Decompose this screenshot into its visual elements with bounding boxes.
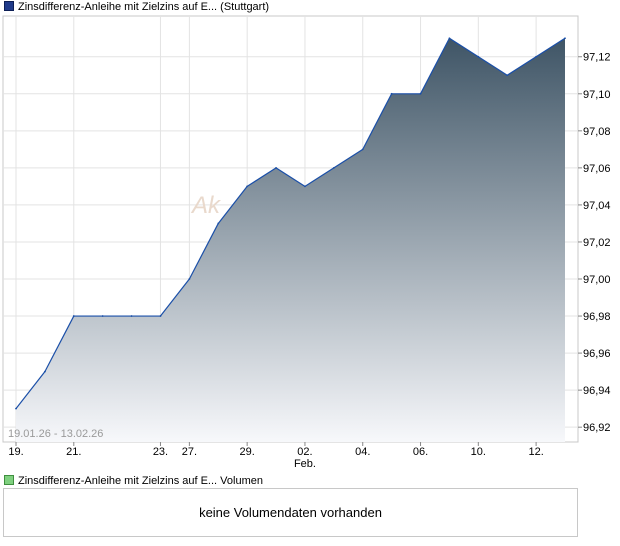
x-tick-label: 06. <box>413 446 428 458</box>
x-tick-label: 04. <box>355 446 370 458</box>
price-line-segment <box>217 186 248 224</box>
price-point <box>304 185 306 188</box>
price-chart: Ak 19.01.26 - 13.02.26 96,9296,9496,9696… <box>2 15 611 470</box>
price-point <box>159 315 162 317</box>
price-line-segment <box>44 315 75 372</box>
y-tick-label: 97,06 <box>583 163 611 175</box>
date-range-label: 19.01.26 - 13.02.26 <box>8 428 103 440</box>
y-tick-label: 97,02 <box>583 237 611 249</box>
price-point <box>15 407 17 410</box>
x-axis-ticks: 19. 21. 23. 27. 29. 02.Feb. 04. 06. 10. 12. <box>8 442 544 470</box>
price-line-segment <box>449 37 479 58</box>
x-tick-label: 29. <box>240 446 255 458</box>
price-point <box>535 55 538 58</box>
price-point <box>72 315 75 317</box>
y-tick-label: 97,12 <box>583 52 611 64</box>
volume-legend-swatch <box>4 475 14 486</box>
volume-panel: keine Volumendaten vorhanden <box>3 488 578 537</box>
x-tick-month-label: Feb. <box>294 458 316 470</box>
price-legend-swatch <box>4 1 14 12</box>
price-line-segment <box>304 167 335 187</box>
price-area <box>16 38 565 443</box>
volume-legend: Zinsdifferenz-Anleihe mit Zielzins auf E… <box>4 474 263 488</box>
x-tick-label: 21. <box>66 446 81 458</box>
price-line-segment <box>506 56 537 76</box>
price-line-segment <box>362 93 393 150</box>
price-point <box>564 37 566 40</box>
y-tick-label: 96,94 <box>583 385 611 397</box>
price-line-segment <box>477 56 508 76</box>
price-line-segment <box>419 37 450 95</box>
price-point <box>188 278 191 280</box>
price-point <box>477 55 480 58</box>
y-tick-label: 97,10 <box>583 89 611 101</box>
x-tick-label: 02. <box>297 446 312 458</box>
price-point <box>390 92 393 95</box>
x-tick-label: 10. <box>471 446 486 458</box>
price-line-segment <box>188 223 219 280</box>
price-line <box>15 37 566 410</box>
price-point <box>506 74 509 77</box>
y-tick-label: 97,00 <box>583 274 611 286</box>
x-tick-label: 12. <box>528 446 543 458</box>
price-points <box>15 37 566 410</box>
price-point <box>43 370 46 373</box>
x-tick-label: 19. <box>8 446 23 458</box>
price-point <box>275 166 277 169</box>
price-point <box>217 222 220 225</box>
volume-legend-label: Zinsdifferenz-Anleihe mit Zielzins auf E… <box>18 475 263 487</box>
price-point <box>448 37 451 40</box>
price-point <box>130 315 133 317</box>
price-point <box>419 92 422 95</box>
y-tick-label: 96,92 <box>583 422 611 434</box>
price-line-segment <box>275 167 306 187</box>
y-axis-ticks: 96,92 96,94 96,96 96,98 97,00 97,02 97,04 97,06… <box>578 52 611 434</box>
price-point <box>246 185 249 188</box>
watermark: Ak <box>190 192 222 219</box>
price-line-segment <box>333 148 364 169</box>
price-point <box>332 166 335 169</box>
x-tick-label: 23. <box>153 446 168 458</box>
price-legend: Zinsdifferenz-Anleihe mit Zielzins auf E… <box>4 0 269 14</box>
price-line-segment <box>535 37 566 58</box>
price-point <box>101 315 104 317</box>
y-tick-label: 97,04 <box>583 200 611 212</box>
price-line-segment <box>15 371 46 410</box>
y-tick-label: 96,98 <box>583 311 611 323</box>
y-tick-label: 96,96 <box>583 348 611 360</box>
price-line-segment <box>160 278 190 317</box>
price-line-segment <box>246 167 277 187</box>
y-tick-label: 97,08 <box>583 126 611 138</box>
price-point <box>361 148 364 151</box>
price-legend-label: Zinsdifferenz-Anleihe mit Zielzins auf E… <box>18 1 270 13</box>
volume-empty-message: keine Volumendaten vorhanden <box>199 505 382 520</box>
x-tick-label: 27. <box>182 446 197 458</box>
